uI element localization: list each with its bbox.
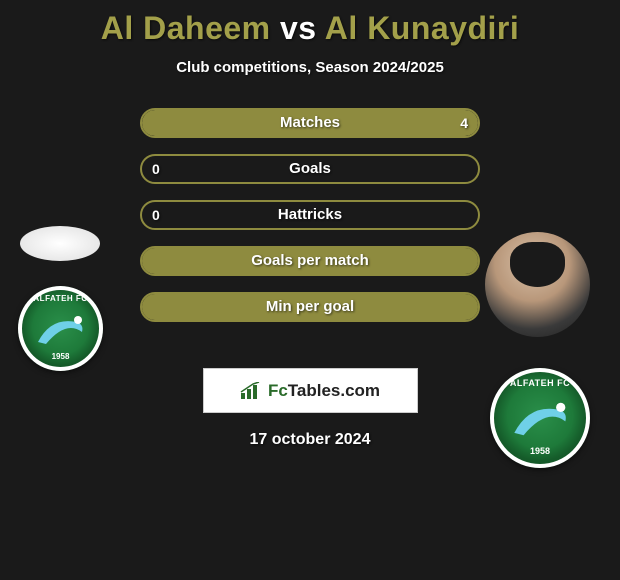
stats-column: Matches4Goals0Hattricks0Goals per matchM… (140, 108, 480, 338)
footer-brand-box: FcTables.com (203, 368, 418, 413)
club-swoosh-icon (512, 398, 570, 440)
player1-club-badge: ALFATEH FC 1958 (18, 286, 103, 371)
fctables-text: FcTables.com (268, 381, 380, 401)
subtitle: Club competitions, Season 2024/2025 (0, 59, 620, 76)
player2-avatar (485, 232, 590, 337)
stat-row: Goals0 (140, 154, 480, 184)
stat-row: Min per goal (140, 292, 480, 322)
stat-value-right: 4 (460, 110, 468, 136)
stat-label: Matches (142, 110, 478, 136)
stat-value-left: 0 (152, 156, 160, 182)
brand-prefix: Fc (268, 381, 288, 400)
fctables-logo: FcTables.com (240, 381, 380, 401)
club-name-left: ALFATEH FC (18, 294, 103, 303)
title-player2: Al Kunaydiri (325, 10, 519, 46)
stat-row: Matches4 (140, 108, 480, 138)
club-year-right: 1958 (490, 446, 590, 456)
stat-row: Hattricks0 (140, 200, 480, 230)
player2-club-badge: ALFATEH FC 1958 (490, 368, 590, 468)
bars-icon (240, 382, 264, 400)
stat-label: Hattricks (142, 202, 478, 228)
stat-value-left: 0 (152, 202, 160, 228)
club-swoosh-icon (36, 312, 86, 348)
title-vs: vs (280, 10, 317, 46)
brand-suffix: Tables.com (288, 381, 380, 400)
player1-avatar (20, 226, 100, 261)
stat-label: Goals per match (142, 248, 478, 274)
stat-label: Goals (142, 156, 478, 182)
club-year-left: 1958 (18, 352, 103, 361)
club-name-right: ALFATEH FC (490, 378, 590, 388)
comparison-title: Al Daheem vs Al Kunaydiri (0, 0, 620, 47)
stat-label: Min per goal (142, 294, 478, 320)
stat-row: Goals per match (140, 246, 480, 276)
title-player1: Al Daheem (101, 10, 271, 46)
